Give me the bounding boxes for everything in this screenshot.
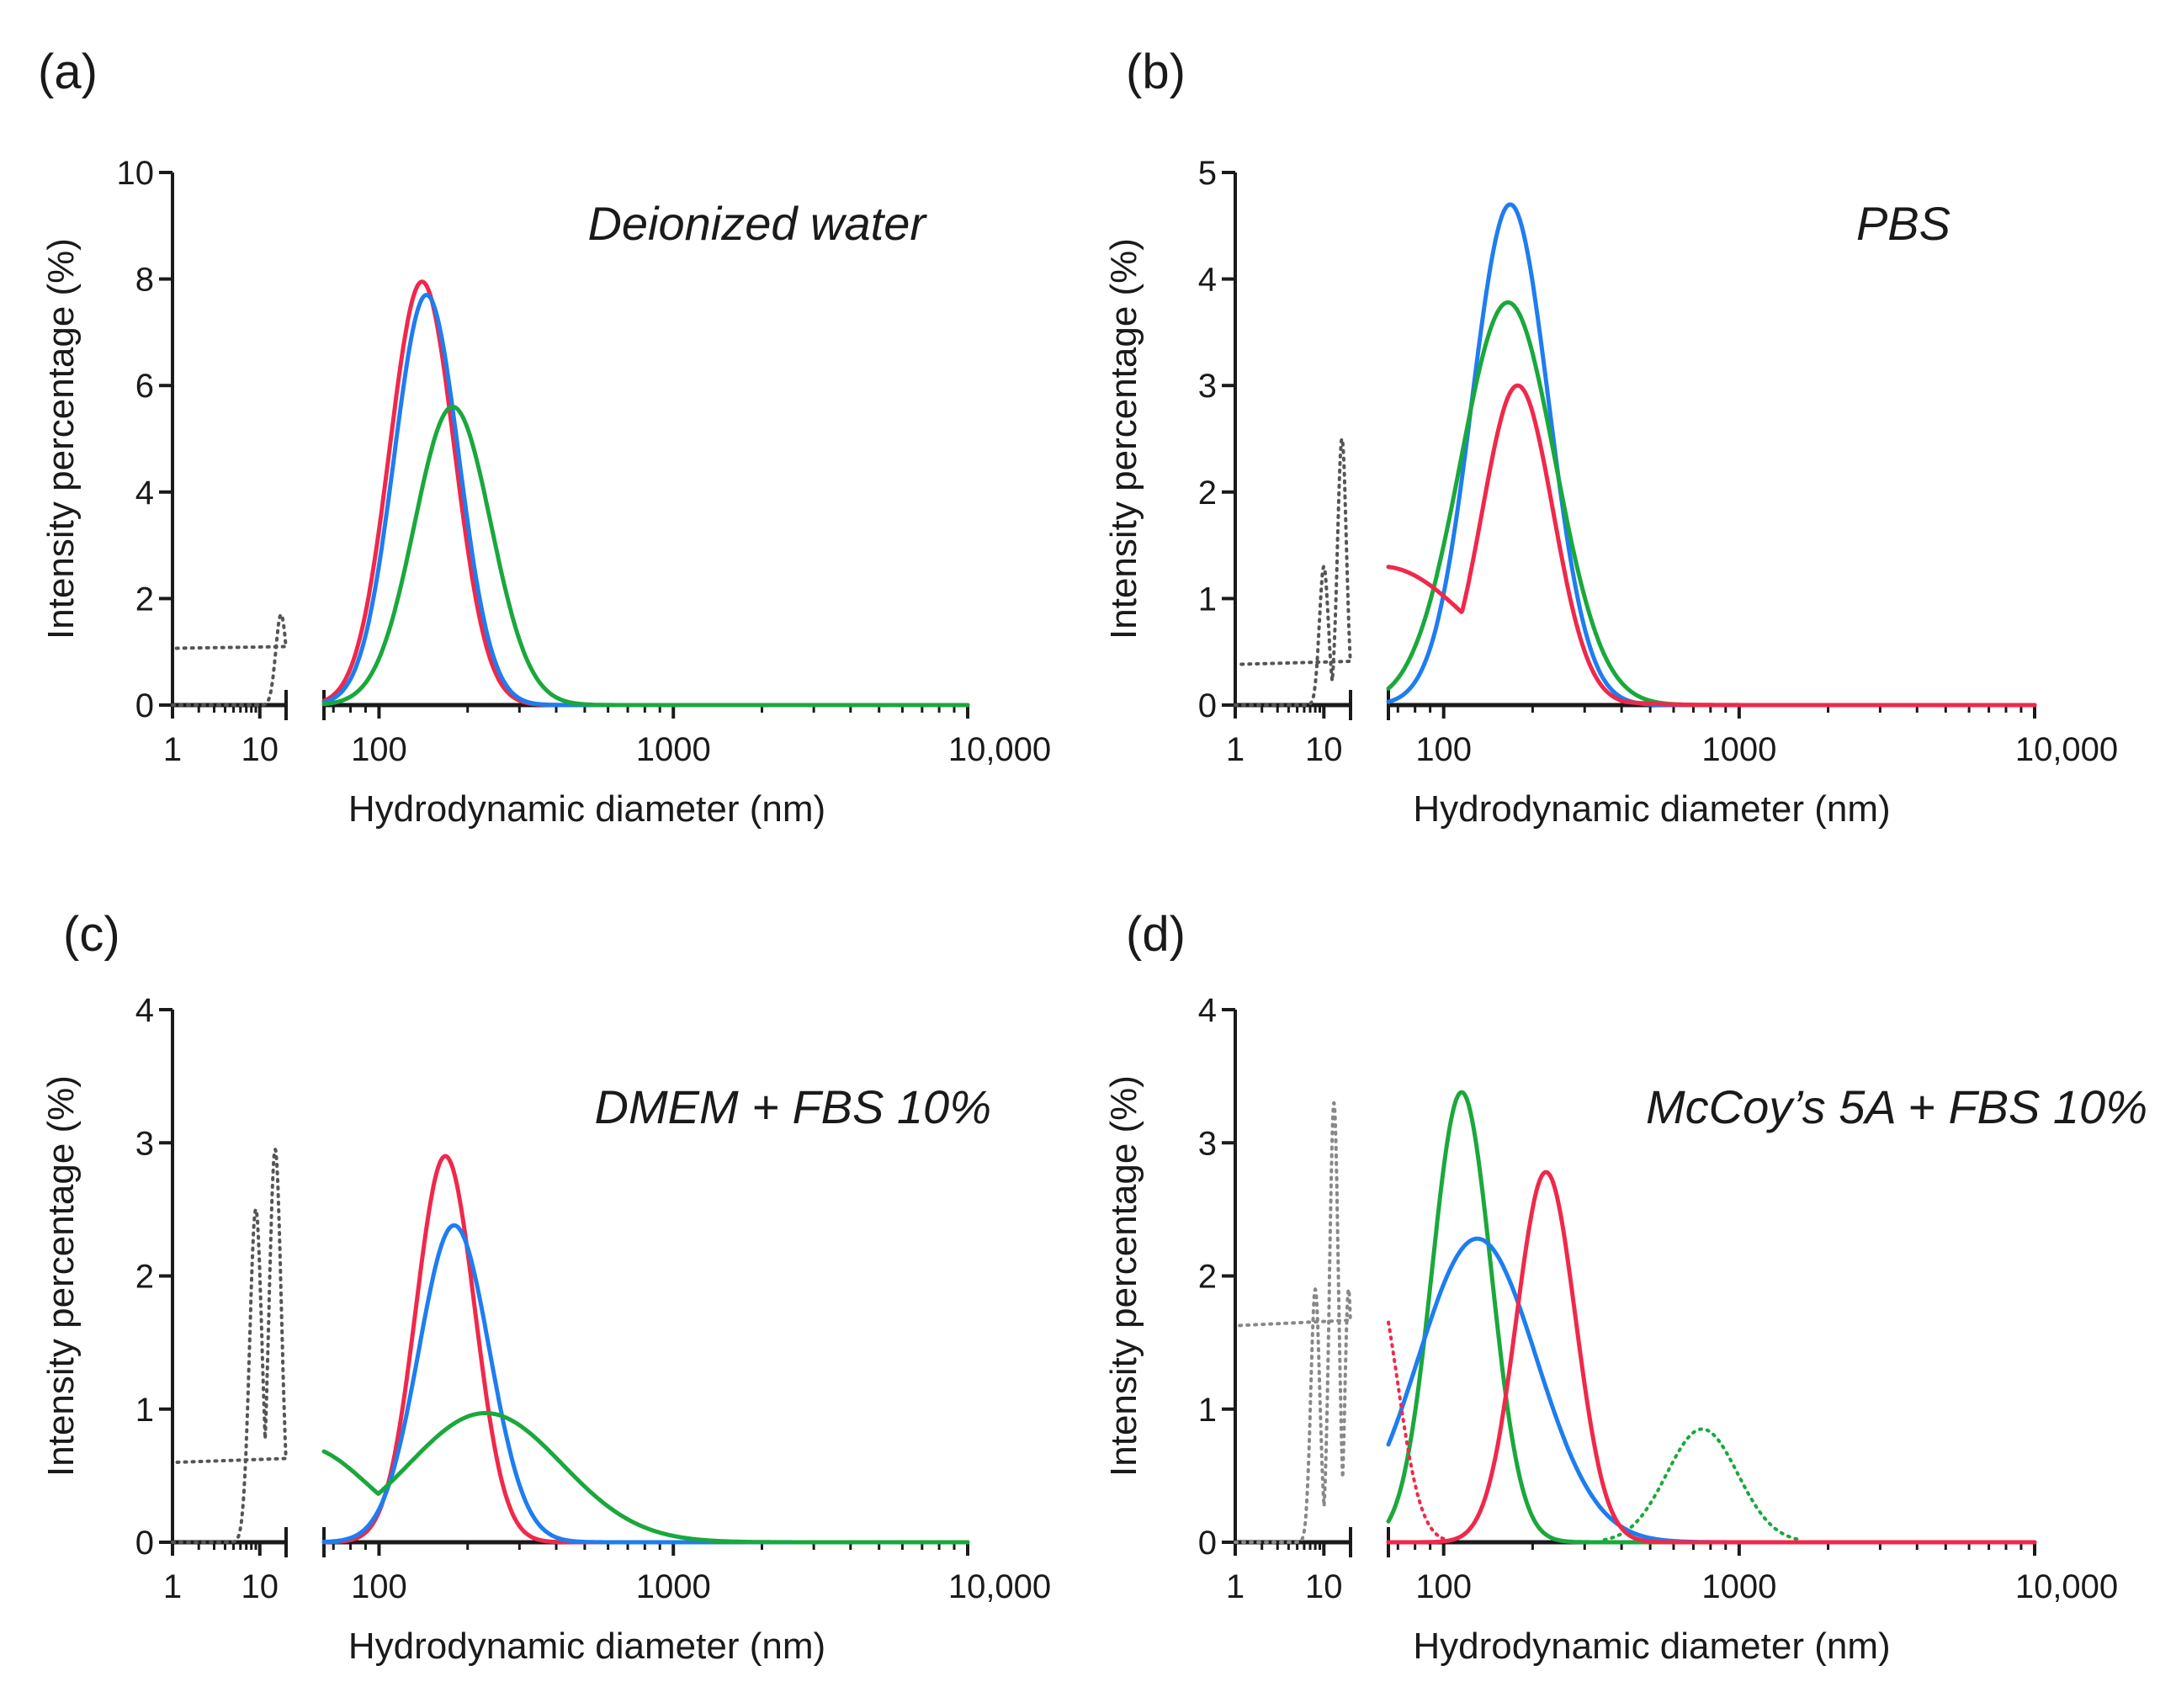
x-tick-label: 1000 bbox=[1701, 731, 1776, 768]
y-tick-label: 6 bbox=[135, 368, 154, 405]
y-axis-title: Intensity percentage (%) bbox=[1103, 238, 1144, 639]
y-tick-label: 3 bbox=[135, 1125, 154, 1162]
y-tick-label: 8 bbox=[135, 262, 154, 299]
x-tick-label: 10,000 bbox=[2015, 1568, 2118, 1605]
x-tick-label: 100 bbox=[351, 1568, 407, 1605]
x-axis-title: Hydrodynamic diameter (nm) bbox=[348, 1626, 825, 1667]
series-red bbox=[1386, 1170, 2037, 1545]
medium-label: DMEM + FBS 10% bbox=[595, 1080, 991, 1133]
x-tick-label: 1000 bbox=[636, 731, 711, 768]
x-tick-label: 1 bbox=[163, 1568, 182, 1605]
series-green bbox=[321, 405, 970, 708]
x-tick-label: 1000 bbox=[636, 1568, 711, 1605]
x-axis-title: Hydrodynamic diameter (nm) bbox=[1413, 1626, 1890, 1667]
y-tick-label: 4 bbox=[1198, 262, 1217, 299]
series-grey-dotted bbox=[171, 613, 288, 707]
y-tick-label: 1 bbox=[1198, 581, 1217, 618]
y-axis-title: Intensity percentage (%) bbox=[1103, 1075, 1144, 1477]
x-tick-label: 1 bbox=[1226, 731, 1245, 768]
x-axis-title: Hydrodynamic diameter (nm) bbox=[348, 788, 825, 830]
y-tick-label: 0 bbox=[135, 687, 154, 724]
panel-label: (c) bbox=[63, 907, 120, 962]
series-red-dotted bbox=[1387, 1320, 1446, 1541]
y-tick-label: 0 bbox=[1198, 1525, 1217, 1562]
y-axis-title: Intensity percentage (%) bbox=[40, 238, 82, 639]
y-tick-label: 1 bbox=[135, 1392, 154, 1429]
y-tick-label: 3 bbox=[1198, 368, 1217, 405]
x-tick-label: 100 bbox=[1415, 731, 1472, 768]
series-green bbox=[321, 1411, 970, 1545]
series-green-dotted bbox=[1602, 1427, 1802, 1541]
medium-label: PBS bbox=[1856, 197, 1950, 250]
panel-a: (a) Deionized water 0 2 4 6 8 10 Intensity perce… bbox=[38, 45, 1051, 830]
x-tick-label: 100 bbox=[1415, 1568, 1472, 1605]
x-tick-label: 10,000 bbox=[948, 731, 1051, 768]
x-tick-label: 100 bbox=[351, 731, 407, 768]
y-tick-label: 4 bbox=[1198, 992, 1217, 1029]
series-grey-dotted bbox=[1234, 437, 1352, 707]
x-tick-label: 10 bbox=[241, 731, 279, 768]
y-axis-title: Intensity percentage (%) bbox=[40, 1075, 82, 1477]
panel-label: (b) bbox=[1126, 45, 1186, 99]
series-blue bbox=[1386, 202, 2037, 708]
x-tick-label: 10 bbox=[241, 1568, 279, 1605]
y-tick-label: 1 bbox=[1198, 1392, 1217, 1429]
series-grey-dotted bbox=[171, 1148, 288, 1544]
x-tick-label: 1000 bbox=[1701, 1568, 1776, 1605]
y-tick-label: 4 bbox=[135, 475, 154, 512]
x-tick-label: 10 bbox=[1305, 731, 1343, 768]
y-tick-label: 0 bbox=[1198, 687, 1217, 724]
medium-label: Deionized water bbox=[587, 197, 927, 250]
x-tick-label: 1 bbox=[1226, 1568, 1245, 1605]
y-tick-label: 2 bbox=[1198, 475, 1217, 512]
panel-label: (d) bbox=[1126, 907, 1186, 962]
y-tick-label: 2 bbox=[135, 1259, 154, 1296]
y-tick-label: 3 bbox=[1198, 1125, 1217, 1162]
x-axis-title: Hydrodynamic diameter (nm) bbox=[1413, 788, 1890, 830]
series-red bbox=[1386, 383, 2037, 708]
medium-label: McCoy’s 5A + FBS 10% bbox=[1646, 1080, 2147, 1133]
series-green bbox=[1386, 1090, 2037, 1545]
y-tick-label: 2 bbox=[1198, 1259, 1217, 1296]
x-tick-label: 1 bbox=[163, 731, 182, 768]
y-tick-label: 0 bbox=[135, 1525, 154, 1562]
y-tick-label: 5 bbox=[1198, 155, 1217, 192]
x-tick-label: 10,000 bbox=[2015, 731, 2118, 768]
x-tick-label: 10 bbox=[1305, 1568, 1343, 1605]
x-tick-label: 10,000 bbox=[948, 1568, 1051, 1605]
y-tick-label: 10 bbox=[117, 155, 155, 192]
y-tick-label: 4 bbox=[135, 992, 154, 1029]
series-grey-dotted bbox=[1234, 1101, 1352, 1544]
y-tick-label: 2 bbox=[135, 581, 154, 618]
panel-label: (a) bbox=[38, 45, 98, 99]
